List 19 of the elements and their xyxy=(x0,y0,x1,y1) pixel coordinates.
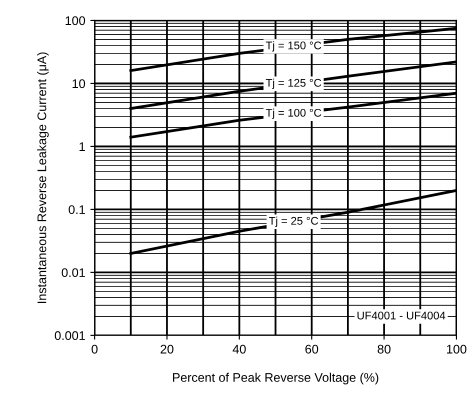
y-tick-label: 1 xyxy=(80,142,85,151)
x-tick-label: 20 xyxy=(160,344,174,354)
series-label: Tj = 25 °C xyxy=(268,216,318,227)
annotation: UF4001 - UF4004 xyxy=(358,312,446,320)
series-label: Tj = 150 °C xyxy=(266,41,322,52)
series-label: Tj = 125 °C xyxy=(266,78,322,89)
y-tick-label: 0.001 xyxy=(54,331,85,340)
series-label: Tj = 100 °C xyxy=(266,108,322,119)
y-axis-title: Instantaneous Reverse Leakage Current (μA) xyxy=(37,52,49,303)
x-axis-title: Percent of Peak Reverse Voltage (%) xyxy=(173,372,378,384)
x-tick-label: 100 xyxy=(446,344,466,354)
x-tick-label: 80 xyxy=(378,344,391,354)
y-tick-label: 0.1 xyxy=(68,205,85,214)
y-tick-label: 0.01 xyxy=(62,268,85,278)
y-tick-label: 10 xyxy=(72,79,86,88)
y-tick-label: 100 xyxy=(66,16,86,26)
x-tick-label: 60 xyxy=(305,344,318,354)
x-tick-label: 0 xyxy=(92,344,98,354)
x-tick-label: 40 xyxy=(232,344,246,354)
